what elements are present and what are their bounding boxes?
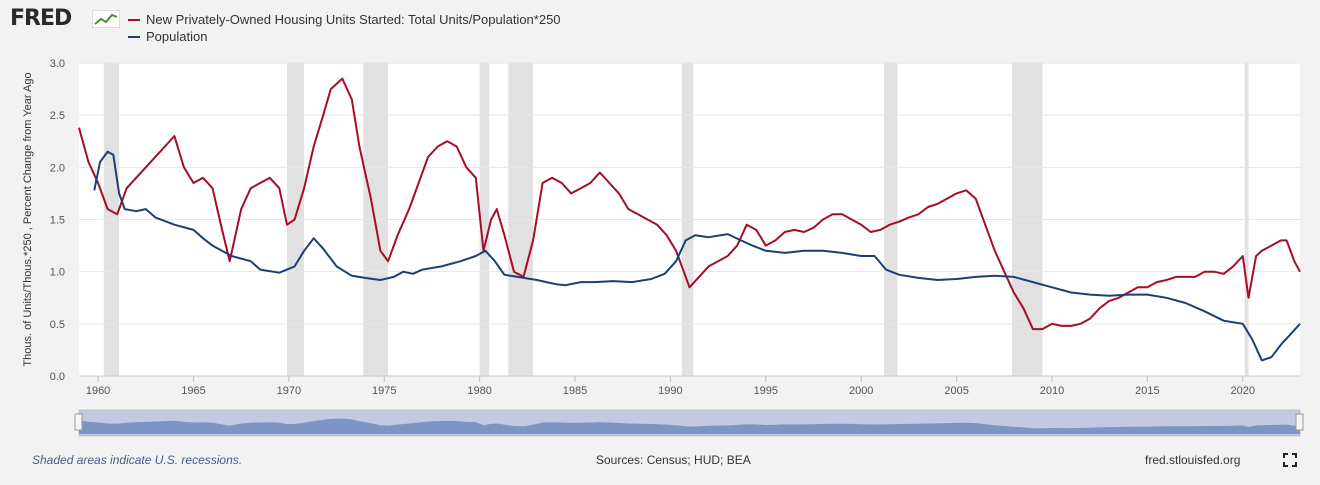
chart-legend: New Privately-Owned Housing Units Starte… bbox=[128, 11, 561, 45]
legend-swatch-housing bbox=[128, 18, 140, 21]
legend-label-population: Population bbox=[146, 29, 208, 44]
x-tick-label: 2020 bbox=[1231, 385, 1255, 397]
y-tick-label: 1.5 bbox=[50, 215, 65, 227]
fullscreen-icon[interactable] bbox=[1283, 453, 1297, 467]
y-axis-label: Thous. of Units/Thous.*250 , Percent Cha… bbox=[22, 72, 34, 366]
legend-item-population[interactable]: Population bbox=[128, 28, 561, 45]
legend-item-housing[interactable]: New Privately-Owned Housing Units Starte… bbox=[128, 11, 561, 28]
line-chart: 0.0 0.5 1.0 1.5 2.0 2.5 3.0 1960 1965 1970 1975 19… bbox=[22, 58, 1304, 437]
y-tick-label: 2.0 bbox=[50, 162, 65, 174]
legend-label-housing: New Privately-Owned Housing Units Starte… bbox=[146, 12, 561, 27]
y-tick-label: 0.0 bbox=[50, 371, 65, 383]
x-tick-label: 2010 bbox=[1040, 385, 1064, 397]
x-tick-label: 2015 bbox=[1135, 385, 1159, 397]
x-tick-label: 1985 bbox=[563, 385, 587, 397]
x-tick-label: 1990 bbox=[658, 385, 682, 397]
series-line-housing[interactable] bbox=[78, 77, 1301, 331]
navigator-area bbox=[79, 418, 1300, 434]
recession-note: Shaded areas indicate U.S. recessions. bbox=[32, 453, 243, 467]
x-tick-label: 1975 bbox=[372, 385, 396, 397]
navigator-handle-right[interactable] bbox=[1295, 413, 1304, 431]
navigator-handle-left[interactable] bbox=[74, 413, 83, 431]
x-tick-label: 1965 bbox=[181, 385, 205, 397]
fred-logo[interactable]: FRED bbox=[10, 6, 72, 31]
series-line-population[interactable] bbox=[93, 150, 1301, 362]
x-tick-label: 2000 bbox=[849, 385, 873, 397]
y-tick-label: 2.5 bbox=[50, 110, 65, 122]
site-link[interactable]: fred.stlouisfed.org bbox=[1145, 453, 1241, 467]
sources-text: Sources: Census; HUD; BEA bbox=[596, 453, 751, 467]
y-tick-label: 0.5 bbox=[50, 319, 65, 331]
navigator-selection[interactable] bbox=[79, 410, 1300, 436]
x-tick-label: 2005 bbox=[944, 385, 968, 397]
y-tick-label: 3.0 bbox=[50, 58, 65, 70]
x-tick-label: 1960 bbox=[86, 385, 110, 397]
range-navigator[interactable] bbox=[74, 409, 1304, 437]
x-tick-label: 1995 bbox=[754, 385, 778, 397]
y-tick-label: 1.0 bbox=[50, 267, 65, 279]
fred-chart-icon bbox=[92, 10, 120, 28]
x-tick-label: 1970 bbox=[277, 385, 301, 397]
x-tick-label: 1980 bbox=[467, 385, 491, 397]
legend-swatch-population bbox=[128, 35, 140, 38]
